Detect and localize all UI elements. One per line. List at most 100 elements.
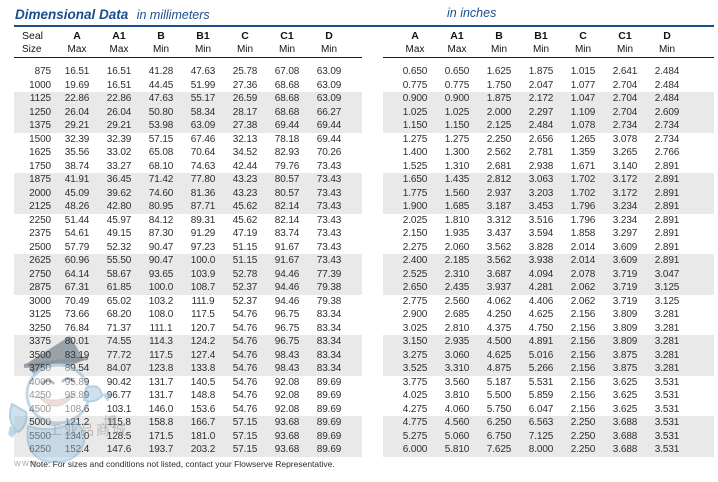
row-filler bbox=[688, 403, 714, 417]
seal-size-cell: 4250 bbox=[29, 390, 51, 401]
row-filler bbox=[383, 349, 394, 363]
table-row: 3.775 3.560 5.187 5.531 2.156 3.625 3.531 bbox=[383, 376, 714, 390]
table-row: 2250 51.44 45.97 84.12 89.31 45.62 82.14 73.43 bbox=[14, 214, 362, 228]
row-filler bbox=[688, 295, 714, 309]
row-filler bbox=[688, 106, 714, 120]
value-cell: 70.49 bbox=[64, 295, 90, 307]
value-cell: 3.125 bbox=[654, 282, 680, 293]
value-cell: 63.09 bbox=[190, 120, 216, 131]
table-row: 1750 38.74 33.27 68.10 74.63 42.44 79.76 73.43 bbox=[14, 160, 362, 174]
seal-size-cell: 2875 bbox=[29, 282, 51, 293]
value-cell: 193.7 bbox=[148, 444, 174, 455]
value-cell: 84.07 bbox=[106, 363, 132, 374]
titlebar: Dimensional Data in millimeters bbox=[15, 6, 210, 24]
value-cell: 0.650 bbox=[402, 66, 428, 77]
value-cell: 26.04 bbox=[64, 106, 90, 118]
table-row: 3000 70.49 65.02 103.2 111.9 52.37 94.46 79.38 bbox=[14, 295, 362, 309]
value-cell: 3.172 bbox=[612, 174, 638, 185]
column-subheader: Max bbox=[98, 43, 140, 58]
value-cell: 96.75 bbox=[274, 309, 300, 320]
header-row: Max Max Min Min Min Min Min bbox=[383, 43, 714, 58]
value-cell: 3.531 bbox=[654, 403, 680, 415]
value-cell: 171.5 bbox=[148, 430, 174, 442]
value-cell: 117.5 bbox=[149, 349, 173, 361]
value-cell: 2.609 bbox=[654, 106, 680, 118]
value-cell: 98.43 bbox=[274, 363, 300, 374]
row-filler bbox=[688, 92, 714, 106]
seal-size-cell: 3000 bbox=[29, 295, 51, 307]
row-filler bbox=[688, 241, 714, 255]
value-cell: 1.435 bbox=[444, 174, 470, 185]
value-cell: 3.281 bbox=[654, 309, 680, 320]
seal-size-cell: 2125 bbox=[29, 201, 51, 212]
value-cell: 1.875 bbox=[528, 66, 554, 77]
value-cell: 1.900 bbox=[402, 201, 428, 212]
value-cell: 57.79 bbox=[64, 241, 90, 253]
row-filler bbox=[688, 281, 714, 295]
value-cell: 92.08 bbox=[274, 376, 300, 388]
value-cell: 44.45 bbox=[148, 79, 174, 91]
column-subheader: Max bbox=[436, 43, 478, 58]
value-cell: 91.67 bbox=[274, 241, 300, 253]
row-filler bbox=[688, 362, 714, 376]
value-cell: 77.39 bbox=[316, 268, 342, 280]
table-row: 3.275 3.060 4.625 5.016 2.156 3.875 3.281 bbox=[383, 348, 714, 363]
column-header-c: C bbox=[241, 30, 249, 42]
value-cell: 25.78 bbox=[232, 66, 258, 77]
column-header-d: D bbox=[663, 30, 671, 42]
header-row: Size Max Max Min Min Min Min Min bbox=[14, 43, 362, 58]
column-header-c1: C1 bbox=[618, 30, 632, 42]
value-cell: 2.484 bbox=[654, 66, 680, 77]
seal-size-header: Seal bbox=[22, 30, 44, 42]
row-filler bbox=[383, 322, 394, 336]
value-cell: 51.15 bbox=[232, 241, 258, 253]
value-cell: 64.14 bbox=[64, 268, 90, 280]
value-cell: 2.156 bbox=[570, 403, 596, 415]
row-filler bbox=[688, 160, 714, 174]
value-cell: 58.34 bbox=[190, 106, 216, 118]
value-cell: 2.250 bbox=[570, 430, 596, 442]
value-cell: 100.0 bbox=[190, 255, 216, 266]
row-filler bbox=[350, 106, 362, 120]
header-filler bbox=[350, 29, 362, 43]
row-filler bbox=[383, 295, 394, 309]
value-cell: 16.51 bbox=[106, 79, 132, 91]
seal-size-cell: 2250 bbox=[29, 214, 51, 226]
value-cell: 6.250 bbox=[486, 417, 512, 428]
value-cell: 2.156 bbox=[570, 322, 596, 334]
value-cell: 32.13 bbox=[232, 133, 258, 145]
value-cell: 4.625 bbox=[486, 349, 512, 361]
row-filler bbox=[350, 416, 362, 430]
value-cell: 4.060 bbox=[444, 403, 470, 415]
value-cell: 71.37 bbox=[106, 322, 132, 334]
value-cell: 1.150 bbox=[402, 120, 428, 131]
row-filler bbox=[688, 214, 714, 228]
value-cell: 2.704 bbox=[612, 93, 638, 104]
table-row: 4250 95.89 96.77 131.7 148.8 54.76 92.08 89.69 bbox=[14, 389, 362, 403]
value-cell: 152.4 bbox=[64, 444, 90, 455]
value-cell: 57.15 bbox=[232, 417, 258, 428]
table-row: 4.275 4.060 5.750 6.047 2.156 3.625 3.531 bbox=[383, 403, 714, 417]
value-cell: 27.36 bbox=[232, 79, 258, 91]
value-cell: 2.060 bbox=[444, 241, 470, 253]
seal-size-header: Size bbox=[14, 43, 56, 58]
value-cell: 63.09 bbox=[316, 93, 342, 104]
table-row: 2750 64.14 58.67 93.65 103.9 52.78 94.46 77.39 bbox=[14, 267, 362, 281]
value-cell: 3.275 bbox=[402, 349, 428, 361]
value-cell: 3.719 bbox=[612, 282, 638, 293]
row-filler bbox=[383, 281, 394, 295]
value-cell: 2.156 bbox=[570, 336, 596, 347]
value-cell: 66.27 bbox=[316, 106, 342, 118]
table-row: 1.150 1.150 2.125 2.484 1.078 2.734 2.734 bbox=[383, 119, 714, 133]
value-cell: 1.935 bbox=[444, 228, 470, 239]
value-cell: 89.69 bbox=[316, 444, 342, 455]
value-cell: 2.400 bbox=[402, 255, 428, 266]
value-cell: 89.69 bbox=[316, 417, 342, 428]
seal-size-cell: 2375 bbox=[29, 228, 51, 239]
value-cell: 83.34 bbox=[316, 349, 342, 361]
value-cell: 124.2 bbox=[190, 336, 216, 347]
value-cell: 50.80 bbox=[148, 106, 174, 118]
value-cell: 57.15 bbox=[232, 430, 258, 442]
value-cell: 1.702 bbox=[570, 174, 596, 185]
value-cell: 120.7 bbox=[190, 322, 216, 334]
